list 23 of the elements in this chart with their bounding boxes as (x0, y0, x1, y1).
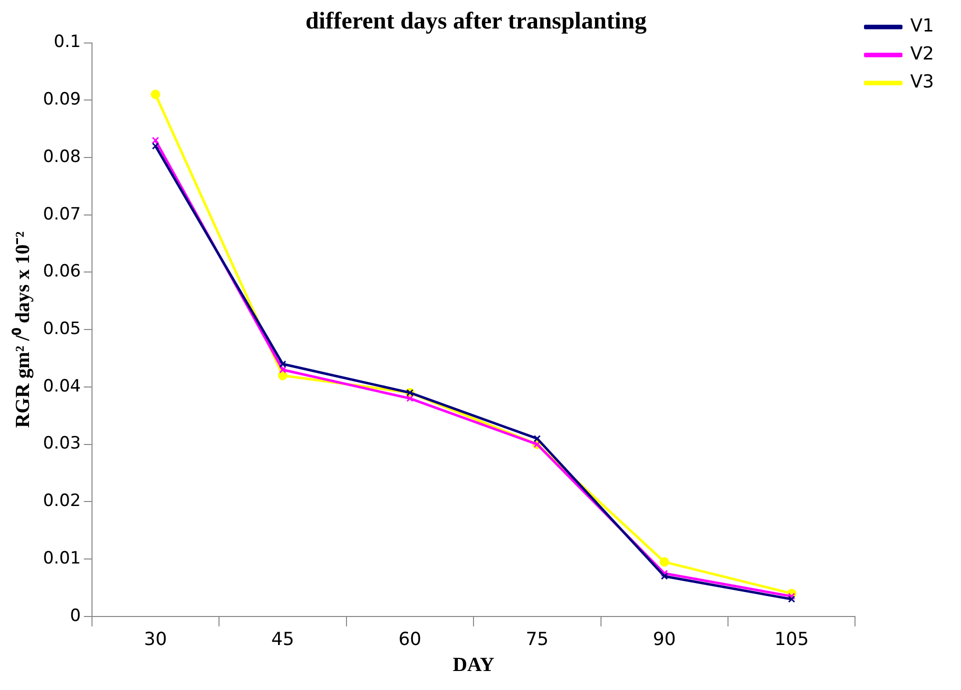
x-tick-label: 45 (271, 628, 294, 650)
y-tick-label: 0.03 (42, 434, 81, 454)
y-tick-label: 0.06 (42, 262, 81, 282)
x-tick-label: 30 (144, 628, 167, 650)
y-tick-label: 0.09 (42, 90, 81, 110)
x-axis-title: DAY (452, 654, 495, 676)
y-tick-label: 0.05 (42, 319, 81, 340)
legend-label: V3 (910, 72, 934, 93)
x-tick-label: 90 (652, 628, 676, 650)
chart-title: different days after transplanting (305, 8, 647, 35)
y-axis-title: RGR gm² /⁰ days x 10⁻² (11, 231, 34, 428)
x-tick-label: 105 (774, 628, 809, 650)
legend-label: V1 (910, 16, 934, 37)
x-tick-label: 60 (398, 628, 422, 650)
y-tick-label: 0.07 (42, 204, 81, 224)
y-tick-label: 0.04 (42, 376, 81, 396)
y-tick-label: 0.01 (42, 548, 81, 568)
y-tick-label: 0.1 (54, 32, 81, 52)
y-tick-label: 0.02 (42, 491, 81, 512)
legend-label: V2 (910, 44, 934, 65)
x-tick-label: 75 (526, 628, 549, 650)
y-tick-label: 0 (70, 606, 81, 626)
y-tick-label: 0.08 (42, 146, 81, 167)
